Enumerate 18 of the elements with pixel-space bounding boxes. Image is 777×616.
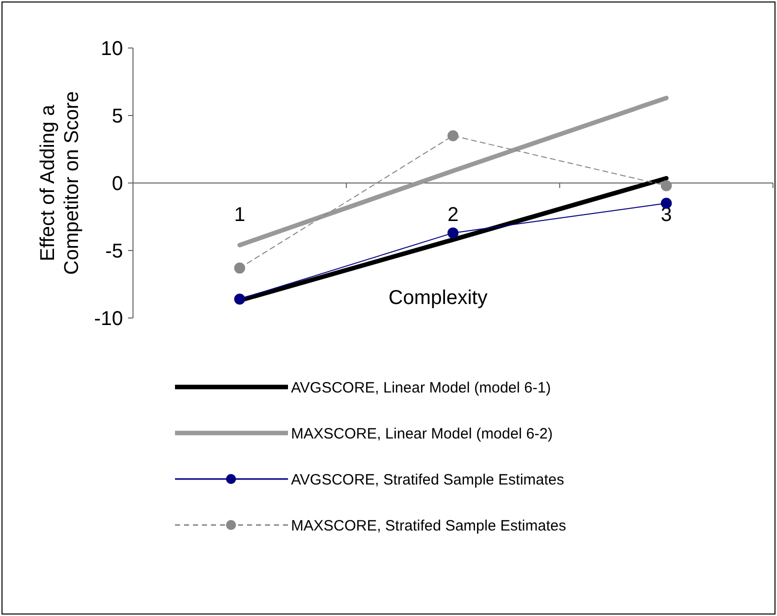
y-tick-label: 0 <box>112 173 123 195</box>
y-tick-label: -5 <box>105 240 123 262</box>
point <box>448 130 458 142</box>
x-axis-title: Complexity <box>388 287 488 309</box>
x-tick-label: 1 <box>234 204 246 226</box>
legend-label: AVGSCORE, Linear Model (model 6-1) <box>291 379 551 396</box>
legend-label: MAXSCORE, Linear Model (model 6-2) <box>291 425 553 442</box>
y-tick-label: 10 <box>100 38 123 60</box>
y-tick-label: 5 <box>112 106 123 128</box>
point <box>660 180 672 192</box>
point <box>234 262 246 274</box>
y-axis-title: Effect of Adding a Competitor on Score <box>37 91 83 275</box>
y-tick-label: -10 <box>94 308 123 330</box>
point <box>234 294 246 305</box>
point <box>448 227 458 238</box>
x-tick-label: 2 <box>447 204 459 226</box>
legend-label: AVGSCORE, Stratifed Sample Estimates <box>291 471 564 488</box>
legend-label: MAXSCORE, Stratifed Sample Estimates <box>291 517 566 534</box>
